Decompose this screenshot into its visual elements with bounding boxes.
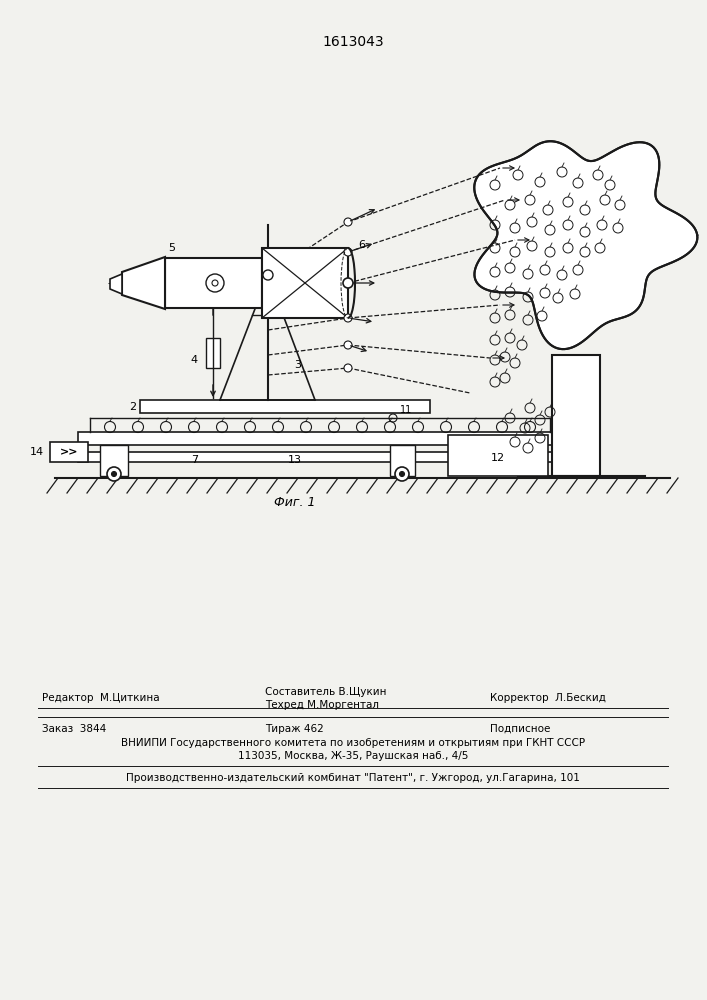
Circle shape <box>344 364 352 372</box>
Text: Фиг. 1: Фиг. 1 <box>274 495 316 508</box>
Text: 3: 3 <box>295 360 301 370</box>
Polygon shape <box>165 258 262 308</box>
Text: 2: 2 <box>129 402 136 412</box>
Circle shape <box>395 467 409 481</box>
Polygon shape <box>140 400 430 413</box>
Circle shape <box>344 314 352 322</box>
Text: 7: 7 <box>192 455 199 465</box>
Text: Редактор  М.Циткина: Редактор М.Циткина <box>42 693 160 703</box>
Circle shape <box>263 270 273 280</box>
Circle shape <box>344 218 352 226</box>
Text: 4: 4 <box>191 355 198 365</box>
Polygon shape <box>100 445 128 476</box>
Polygon shape <box>78 432 555 445</box>
Polygon shape <box>390 445 415 476</box>
Text: Техред М.Моргентал: Техред М.Моргентал <box>265 700 379 710</box>
Text: 5: 5 <box>168 243 175 253</box>
Text: Подписное: Подписное <box>490 724 550 734</box>
Text: 14: 14 <box>30 447 44 457</box>
Circle shape <box>112 472 117 477</box>
Polygon shape <box>552 355 600 476</box>
Text: 12: 12 <box>491 453 505 463</box>
Circle shape <box>107 467 121 481</box>
Text: >>: >> <box>60 447 78 457</box>
Circle shape <box>206 274 224 292</box>
Polygon shape <box>262 248 348 318</box>
Text: ВНИИПИ Государственного комитета по изобретениям и открытиям при ГКНТ СССР: ВНИИПИ Государственного комитета по изоб… <box>121 738 585 748</box>
Text: Составитель В.Щукин: Составитель В.Щукин <box>265 687 387 697</box>
Text: Производственно-издательский комбинат "Патент", г. Ужгород, ул.Гагарина, 101: Производственно-издательский комбинат "П… <box>126 773 580 783</box>
Polygon shape <box>206 338 220 368</box>
Text: Заказ  3844: Заказ 3844 <box>42 724 106 734</box>
Polygon shape <box>50 442 88 462</box>
Circle shape <box>344 341 352 349</box>
Text: Корректор  Л.Бескид: Корректор Л.Бескид <box>490 693 606 703</box>
Polygon shape <box>474 141 697 349</box>
Circle shape <box>212 280 218 286</box>
Text: 113035, Москва, Ж-35, Раушская наб., 4/5: 113035, Москва, Ж-35, Раушская наб., 4/5 <box>238 751 468 761</box>
Polygon shape <box>448 435 548 476</box>
Text: 6: 6 <box>358 240 365 250</box>
Text: Тираж 462: Тираж 462 <box>265 724 324 734</box>
Circle shape <box>344 248 352 256</box>
Text: 11: 11 <box>400 405 412 415</box>
Polygon shape <box>122 257 165 309</box>
Polygon shape <box>78 452 555 462</box>
Text: 1613043: 1613043 <box>322 35 384 49</box>
Circle shape <box>399 472 404 477</box>
Polygon shape <box>110 274 122 294</box>
Circle shape <box>343 278 353 288</box>
Text: 13: 13 <box>288 455 302 465</box>
